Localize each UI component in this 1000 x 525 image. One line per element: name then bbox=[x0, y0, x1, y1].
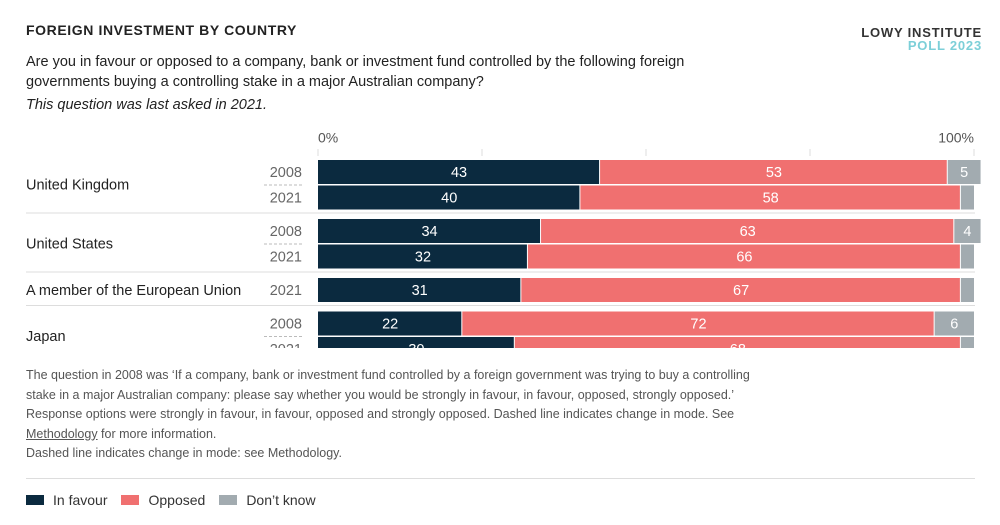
bar-segment bbox=[960, 244, 974, 269]
bar-segment bbox=[600, 160, 947, 184]
value-label: 30 bbox=[408, 342, 424, 358]
legend-swatch bbox=[26, 495, 44, 505]
value-label: 6 bbox=[950, 316, 958, 332]
legend-swatch bbox=[121, 495, 140, 505]
value-label: 66 bbox=[736, 249, 752, 265]
value-label: 43 bbox=[451, 165, 467, 181]
note: This question was last asked in 2021. bbox=[26, 97, 267, 113]
year-label: 2008 bbox=[270, 224, 302, 240]
group-label: A member of the European Union bbox=[26, 283, 241, 299]
divider bbox=[26, 478, 975, 479]
bar-segment bbox=[541, 219, 954, 243]
value-label: 67 bbox=[733, 283, 749, 299]
footnote-text: Dashed line indicates change in mode: se… bbox=[26, 446, 342, 460]
bar-segment bbox=[514, 337, 960, 348]
year-label: 2021 bbox=[270, 342, 302, 358]
legend-label: Opposed bbox=[148, 492, 206, 508]
bar-segment bbox=[947, 160, 981, 184]
year-label: 2008 bbox=[270, 316, 302, 332]
value-label: 31 bbox=[412, 283, 428, 299]
legend-item: Don’t know bbox=[219, 492, 316, 508]
bar-segment bbox=[318, 185, 580, 210]
chart: 2008 43 53 5 2021 40 58 United Kingdom 2008 34 63 4… bbox=[26, 130, 981, 358]
legend-item: Opposed bbox=[121, 492, 205, 508]
value-label: 58 bbox=[763, 190, 779, 206]
subtitle: Are you in favour or opposed to a compan… bbox=[26, 54, 685, 90]
x-tick-label: 100% bbox=[938, 130, 974, 146]
x-tick-label: 0% bbox=[318, 130, 338, 146]
footnote-text: The question in 2008 was ‘If a company, … bbox=[26, 368, 750, 421]
bar-segment bbox=[527, 244, 960, 269]
legend-swatch bbox=[219, 495, 238, 505]
brand-sub: POLL 2023 bbox=[907, 38, 982, 53]
bar-segment bbox=[462, 311, 934, 336]
year-label: 2021 bbox=[270, 283, 302, 299]
bar-segment bbox=[318, 278, 521, 302]
legend-label: Don’t know bbox=[246, 492, 316, 508]
value-label: 34 bbox=[421, 224, 437, 240]
group-label: Japan bbox=[26, 329, 66, 345]
bar-segment bbox=[960, 185, 974, 210]
bar-segment bbox=[318, 219, 541, 243]
bar-segment bbox=[580, 185, 960, 210]
value-label: 63 bbox=[740, 224, 756, 240]
value-label: 32 bbox=[415, 249, 431, 265]
year-label: 2008 bbox=[270, 165, 302, 181]
bar-segment bbox=[954, 219, 981, 243]
legend-label: In favour bbox=[53, 492, 108, 508]
footnote: The question in 2008 was ‘If a company, … bbox=[26, 366, 751, 464]
plot: 2008 43 53 5 2021 40 58 United Kingdom 2008 34 63 4… bbox=[26, 160, 981, 358]
group-label: United Kingdom bbox=[26, 178, 129, 194]
bar-segment bbox=[521, 278, 960, 302]
chart-title: FOREIGN INVESTMENT BY COUNTRY bbox=[26, 22, 297, 38]
year-label: 2021 bbox=[270, 190, 302, 206]
group-label: United States bbox=[26, 237, 113, 253]
value-label: 5 bbox=[960, 165, 968, 181]
bar-segment bbox=[960, 278, 974, 302]
value-label: 68 bbox=[730, 342, 746, 358]
bar-segment bbox=[960, 337, 974, 348]
legend-item: In favour bbox=[26, 492, 107, 508]
bar-segment bbox=[318, 337, 514, 348]
bar-segment bbox=[934, 311, 974, 336]
value-label: 40 bbox=[441, 190, 457, 206]
bar-segment bbox=[318, 311, 462, 336]
value-label: 72 bbox=[690, 316, 706, 332]
year-label: 2021 bbox=[270, 249, 302, 265]
value-label: 4 bbox=[963, 224, 971, 240]
value-label: 22 bbox=[382, 316, 398, 332]
footnote-text: for more information. bbox=[97, 426, 217, 441]
methodology-link[interactable]: Methodology bbox=[26, 426, 98, 441]
legend: In favour Opposed Don’t know bbox=[26, 492, 316, 508]
brand: LOWY INSTITUTE bbox=[861, 25, 982, 40]
bar-segment bbox=[318, 160, 600, 184]
bar-segment bbox=[318, 244, 527, 269]
value-label: 53 bbox=[766, 165, 782, 181]
